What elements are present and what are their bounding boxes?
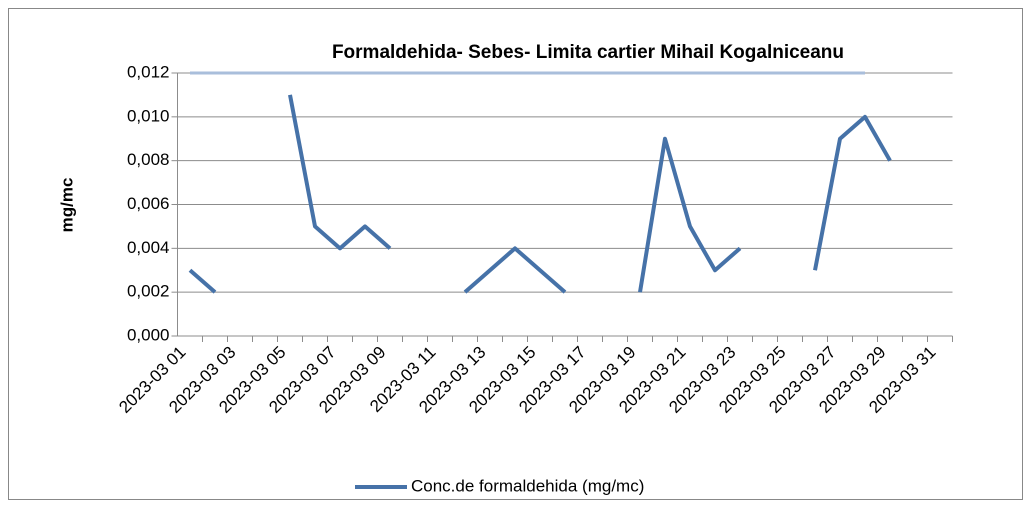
series-line: [188, 94, 892, 294]
y-tick-label: 0,004: [127, 238, 170, 257]
y-tick-label: 0,010: [127, 106, 170, 125]
y-tick-label: 0,002: [127, 282, 170, 301]
y-tick-label: 0,006: [127, 194, 170, 213]
y-tick-label: 0,008: [127, 150, 170, 169]
legend-label: Conc.de formaldehida (mg/mc): [411, 476, 644, 495]
y-axis-label: mg/mc: [57, 178, 76, 233]
chart-title: Formaldehida- Sebes- Limita cartier Miha…: [332, 42, 844, 63]
y-tick-label: 0,012: [127, 62, 170, 81]
y-tick-label: 0,000: [127, 325, 170, 344]
